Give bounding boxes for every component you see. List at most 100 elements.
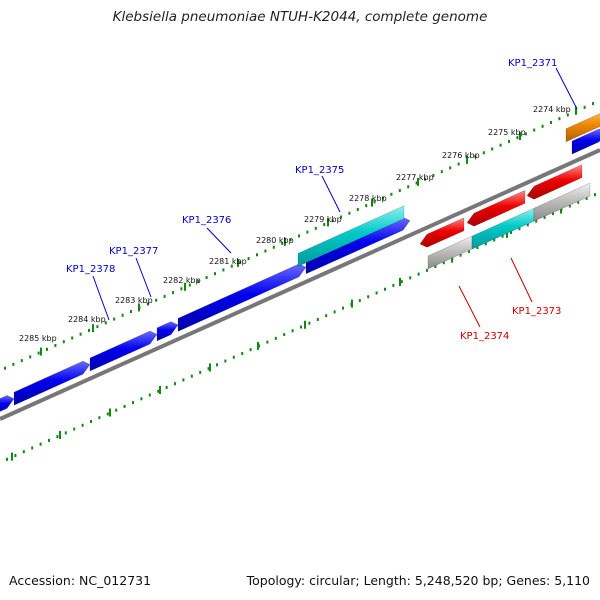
accession-text: Accession: NC_012731 — [9, 573, 152, 588]
genome-backbone — [0, 148, 600, 421]
tick-dot — [434, 265, 437, 269]
tick-dot — [468, 249, 470, 253]
tick-dot — [432, 173, 435, 177]
scale-label: 2282 kbp — [163, 276, 201, 285]
tick-dot — [300, 325, 302, 329]
tick-dot — [585, 196, 588, 200]
tick-dot — [123, 404, 126, 408]
gene-gray-right — [533, 182, 591, 222]
tick-dot — [113, 317, 116, 321]
tick-dot — [526, 223, 529, 227]
gene-small-blue — [156, 321, 179, 342]
leader-line — [458, 285, 481, 328]
tick-dot — [121, 313, 124, 317]
tick-dot — [216, 363, 218, 367]
tick-dot — [367, 295, 370, 299]
gene-label-forward: KP1_2377 — [109, 246, 158, 257]
scale-label: 2276 kbp — [442, 151, 480, 160]
gene-red-b — [466, 189, 526, 227]
tick-dot — [115, 408, 118, 412]
gene-features — [0, 113, 600, 412]
scale-label: 2283 kbp — [115, 296, 153, 305]
gene-label-reverse: KP1_2374 — [460, 331, 509, 342]
tick-dot — [182, 378, 185, 382]
tick-dot — [180, 287, 183, 291]
gene-KP1_2371 — [565, 113, 600, 143]
tick-dot — [104, 321, 107, 325]
tick-dot — [264, 249, 267, 253]
tick-dot — [424, 177, 426, 181]
genome-summary-text: Topology: circular; Length: 5,248,520 bp… — [246, 573, 590, 588]
leader-line — [555, 67, 578, 110]
tick-dot — [499, 143, 502, 147]
tick-dot — [390, 192, 393, 196]
tick-dot — [90, 420, 92, 423]
tick-dot — [281, 241, 284, 245]
tick-dot — [291, 329, 294, 333]
tick-dot — [214, 272, 216, 276]
tick-dot — [365, 204, 368, 208]
tick-dot — [459, 253, 462, 257]
tick-dot — [199, 370, 202, 374]
tick-dot — [56, 435, 59, 439]
scale-label: 2278 kbp — [349, 194, 387, 203]
tick-dot — [382, 196, 384, 200]
tick-dot — [516, 136, 519, 140]
label-leader-lines — [92, 67, 578, 328]
tick-dot — [249, 348, 252, 352]
tick-dot — [39, 442, 42, 446]
gene-KP1_2375 — [297, 205, 405, 267]
scale-label: 2285 kbp — [19, 334, 57, 343]
tick-dot — [272, 245, 275, 249]
tick-dot — [594, 193, 596, 197]
tick-dot — [20, 359, 23, 363]
gene-label-forward: KP1_2375 — [295, 165, 344, 176]
backbone-line — [0, 148, 600, 421]
scale-labels: 2274 kbp 2275 kbp 2276 kbp 2277 kbp 2278 kbp… — [19, 105, 571, 343]
tick-dot — [550, 121, 552, 124]
gene-KP1_2377 — [13, 360, 91, 406]
tick-dot — [358, 299, 361, 303]
tick-dot — [96, 325, 99, 329]
tick-dot — [407, 185, 410, 189]
tick-dot — [31, 446, 34, 450]
tick-dot — [230, 264, 233, 268]
tick-dot — [474, 155, 477, 159]
tick-dot — [174, 382, 176, 386]
scale-label: 2281 kbp — [209, 257, 247, 266]
gene-red-a — [419, 217, 465, 248]
tick-dot — [241, 351, 244, 355]
tick-dot — [73, 427, 76, 431]
tick-dot — [62, 340, 65, 344]
tick-dot — [48, 438, 50, 442]
tick-dot — [37, 351, 40, 355]
tick-dot — [356, 207, 359, 211]
tick-dot — [314, 226, 317, 230]
tick-dot — [316, 317, 319, 321]
tick-dot — [398, 189, 401, 193]
leader-line — [510, 257, 533, 303]
tick-dot — [583, 105, 586, 109]
tick-dot — [491, 147, 494, 151]
gene-KP1_2371-blue — [571, 128, 600, 155]
gene-label-forward: KP1_2376 — [182, 215, 231, 226]
tick-dot — [148, 393, 151, 397]
tick-dot — [106, 412, 109, 416]
tick-dot — [501, 234, 504, 238]
tick-dot — [558, 117, 561, 121]
tick-dot — [409, 276, 412, 280]
tick-dot — [457, 162, 460, 166]
tick-dot — [197, 279, 200, 283]
tick-dot — [476, 246, 479, 250]
tick-dot — [207, 367, 210, 371]
tick-dot — [333, 310, 336, 314]
tick-dot — [415, 181, 418, 185]
tick-dot — [342, 306, 344, 310]
gene-red-c — [526, 164, 583, 200]
scale-label: 2275 kbp — [488, 128, 526, 137]
tick-dot — [568, 204, 571, 208]
tick-dot — [524, 132, 527, 136]
tick-dot — [566, 113, 569, 117]
tick-dot — [54, 344, 57, 348]
